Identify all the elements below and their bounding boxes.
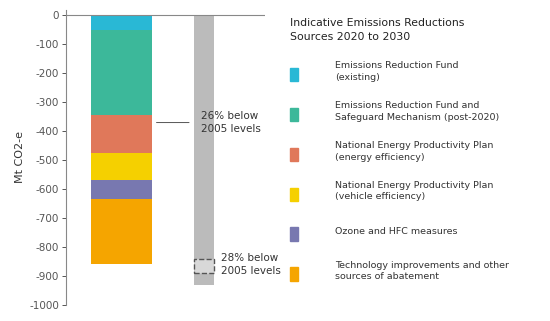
- FancyBboxPatch shape: [290, 108, 298, 121]
- Text: National Energy Productivity Plan
(energy efficiency): National Energy Productivity Plan (energ…: [336, 141, 494, 161]
- FancyBboxPatch shape: [290, 227, 298, 241]
- Text: Ozone and HFC measures: Ozone and HFC measures: [336, 227, 458, 236]
- Bar: [91, 15, 152, 30]
- Bar: [194, 259, 214, 273]
- Bar: [91, 30, 152, 115]
- Bar: [91, 115, 152, 153]
- Text: National Energy Productivity Plan
(vehicle efficiency): National Energy Productivity Plan (vehic…: [336, 181, 494, 202]
- FancyBboxPatch shape: [290, 267, 298, 281]
- Text: Technology improvements and other
sources of abatement: Technology improvements and other source…: [336, 261, 509, 281]
- Bar: [91, 153, 152, 180]
- Bar: [194, 15, 214, 285]
- FancyBboxPatch shape: [290, 68, 298, 81]
- FancyBboxPatch shape: [290, 187, 298, 201]
- Text: 26% below
2005 levels: 26% below 2005 levels: [201, 111, 261, 134]
- Text: Emissions Reduction Fund
(existing): Emissions Reduction Fund (existing): [336, 61, 459, 82]
- Bar: [91, 180, 152, 199]
- Text: 28% below
2005 levels: 28% below 2005 levels: [221, 253, 280, 276]
- FancyBboxPatch shape: [290, 148, 298, 161]
- Text: Emissions Reduction Fund and
Safeguard Mechanism (post-2020): Emissions Reduction Fund and Safeguard M…: [336, 101, 499, 122]
- Bar: [91, 199, 152, 265]
- Y-axis label: Mt CO2-e: Mt CO2-e: [15, 131, 25, 183]
- Text: Indicative Emissions Reductions
Sources 2020 to 2030: Indicative Emissions Reductions Sources …: [290, 19, 464, 42]
